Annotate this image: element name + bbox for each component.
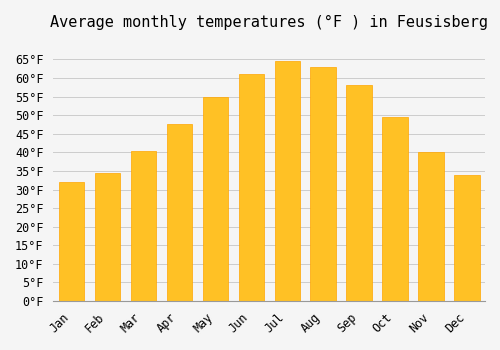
Title: Average monthly temperatures (°F ) in Feusisberg: Average monthly temperatures (°F ) in Fe… bbox=[50, 15, 488, 30]
Bar bbox=[238, 74, 264, 301]
Bar bbox=[130, 150, 156, 301]
Bar bbox=[94, 173, 120, 301]
Bar bbox=[418, 152, 444, 301]
Bar bbox=[58, 182, 84, 301]
Bar bbox=[454, 175, 479, 301]
Bar bbox=[310, 67, 336, 301]
Bar bbox=[202, 97, 228, 301]
Bar bbox=[382, 117, 407, 301]
Bar bbox=[274, 61, 299, 301]
Bar bbox=[166, 125, 192, 301]
Bar bbox=[346, 85, 372, 301]
